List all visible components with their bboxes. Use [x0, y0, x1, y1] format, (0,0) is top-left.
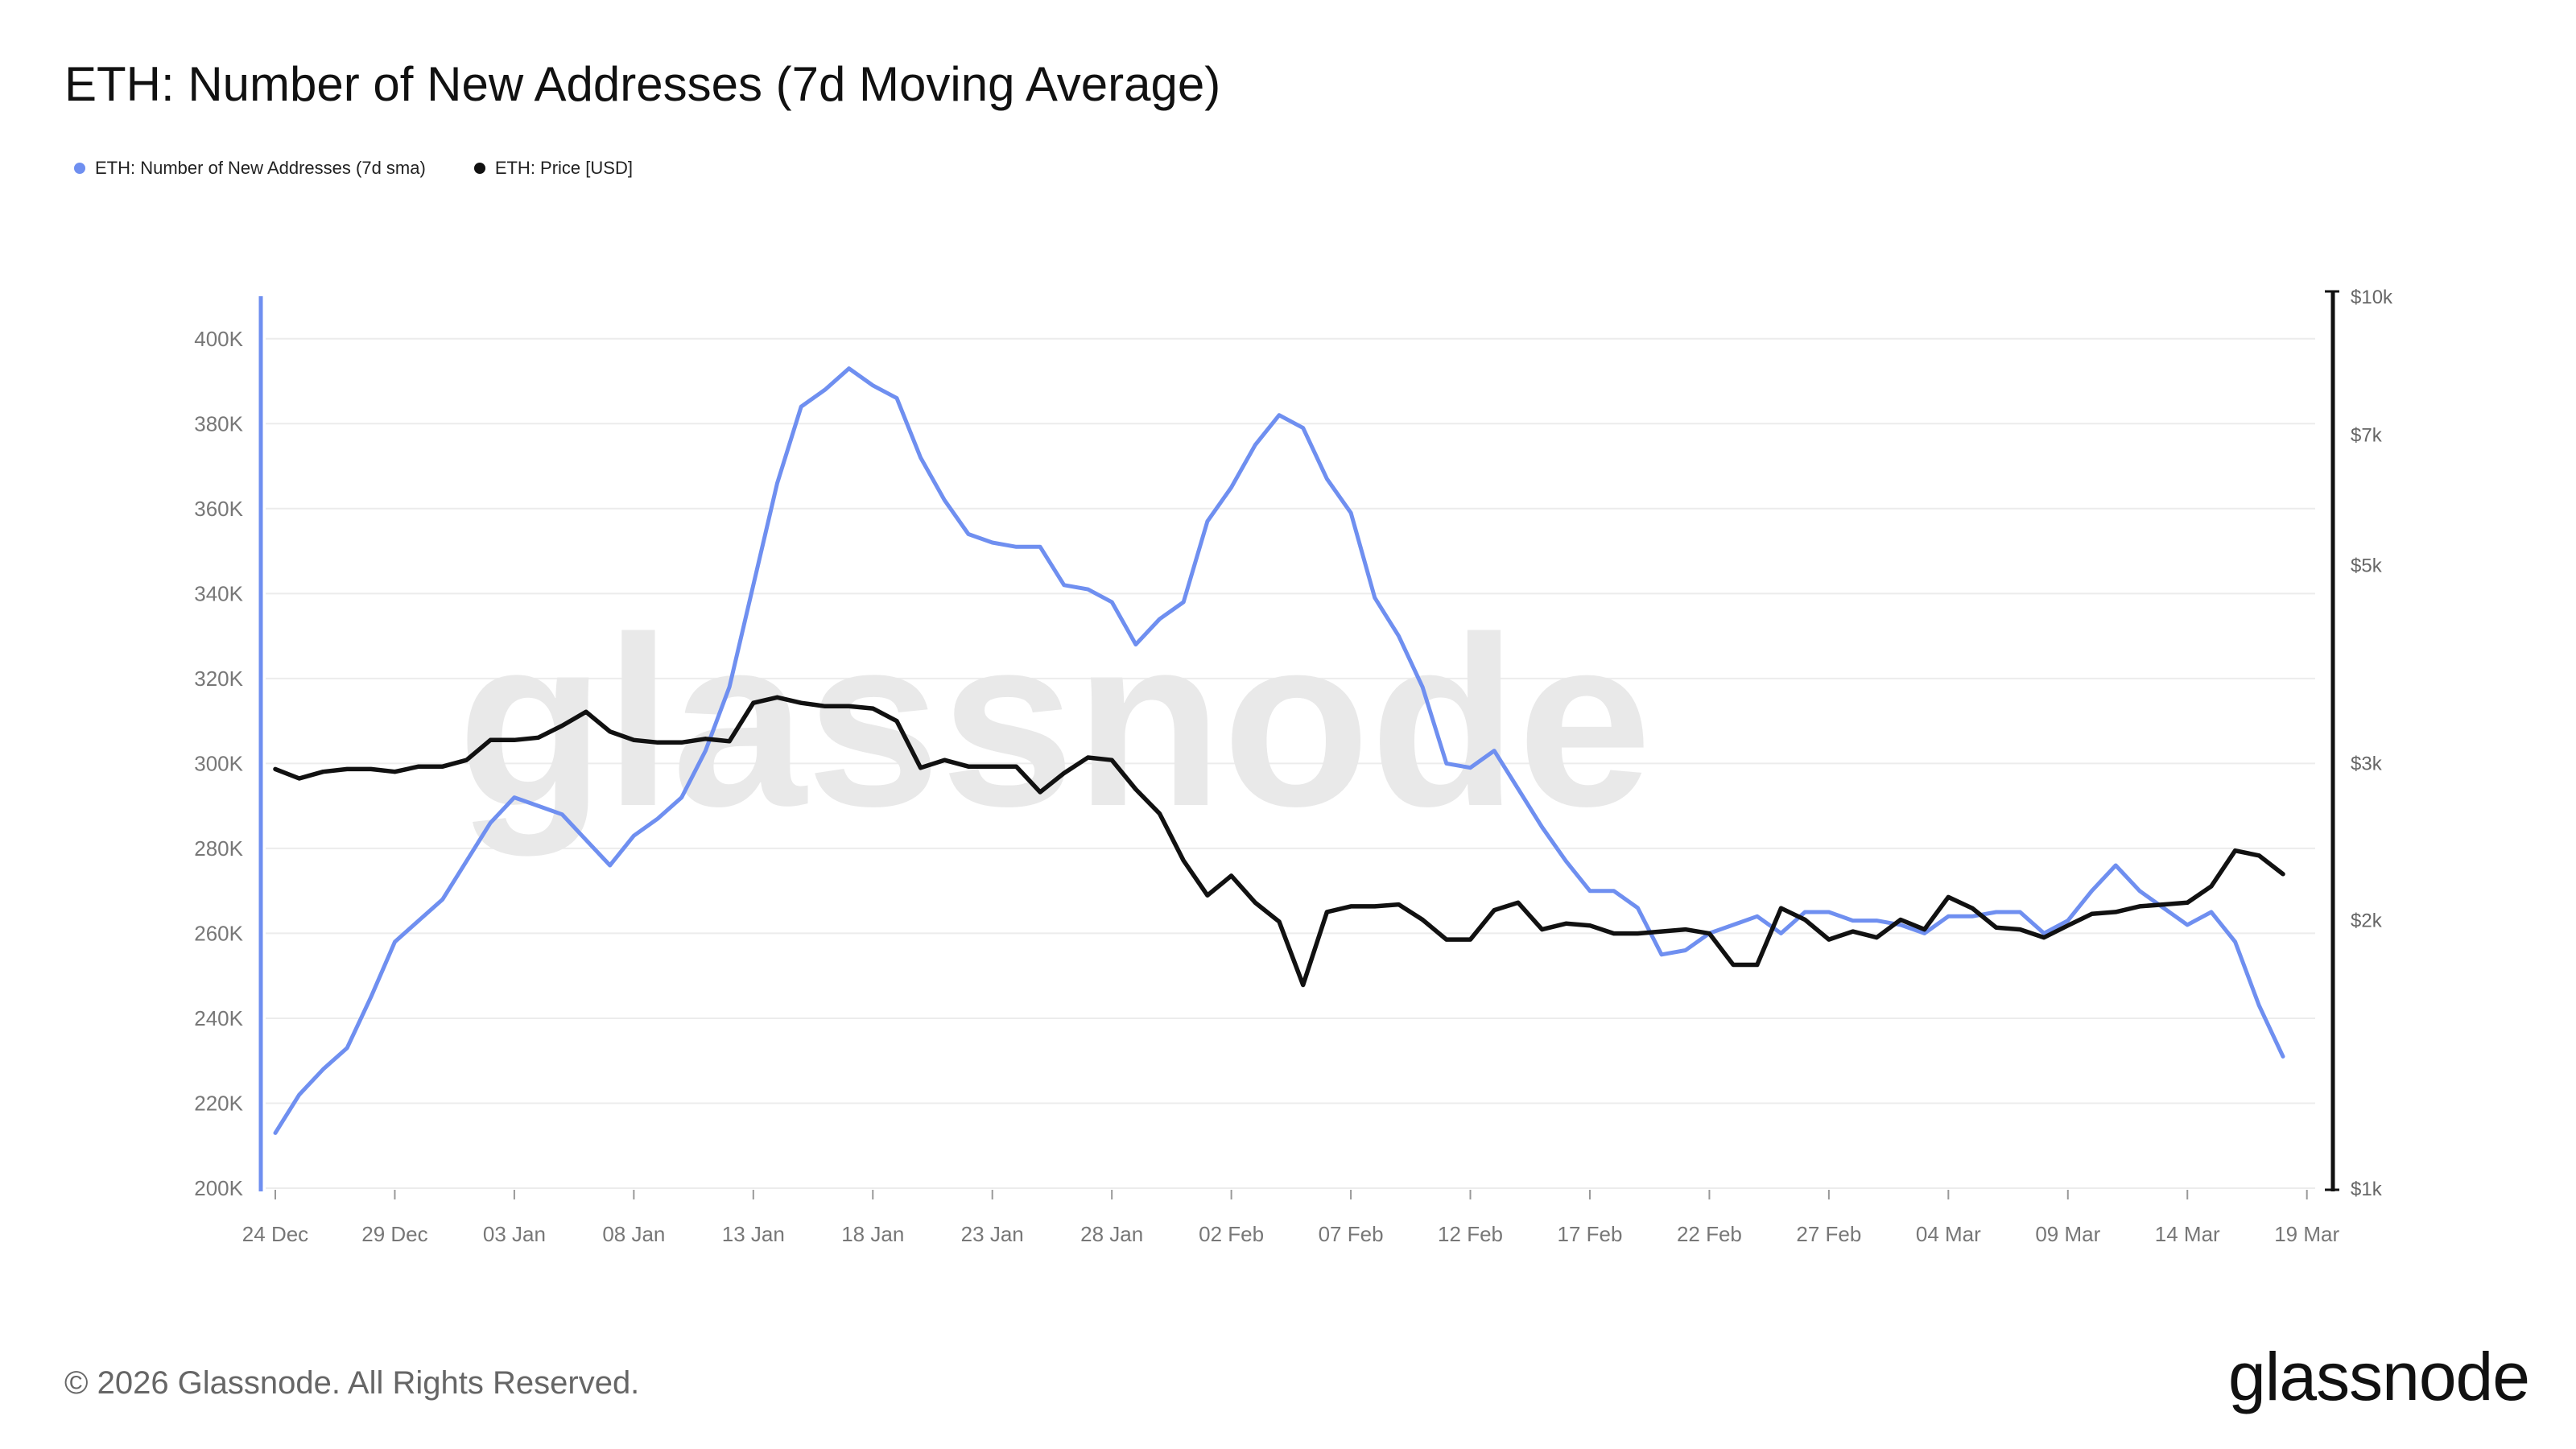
left-tick-label: 200K [194, 1176, 243, 1200]
left-tick-label: 240K [194, 1006, 243, 1030]
grid-lines [266, 337, 2315, 1189]
x-tick-label: 07 Feb [1319, 1222, 1384, 1246]
x-tick-label: 23 Jan [961, 1222, 1024, 1246]
left-tick-label: 380K [194, 411, 243, 436]
legend-item-new-addresses[interactable]: ETH: Number of New Addresses (7d sma) [74, 158, 426, 179]
x-tick-label: 27 Feb [1796, 1222, 1861, 1246]
left-tick-label: 260K [194, 921, 243, 945]
left-tick-label: 360K [194, 497, 243, 521]
x-tick-label: 22 Feb [1677, 1222, 1742, 1246]
series-line-price [273, 695, 2285, 988]
legend: ETH: Number of New Addresses (7d sma) ET… [74, 158, 633, 179]
x-tick-label: 08 Jan [602, 1222, 665, 1246]
right-tick-label: $1k [2351, 1179, 2383, 1200]
left-tick-label: 300K [194, 751, 243, 775]
right-tick-label: $2k [2351, 910, 2383, 931]
legend-dot-new-addresses [74, 163, 85, 174]
legend-dot-price [473, 163, 485, 174]
left-axis-tick-labels: 200K 220K 240K 260K 280K 300K 320K 340K 360K 380K… [194, 327, 243, 1200]
x-tick-label: 17 Feb [1557, 1222, 1622, 1246]
series-lines [273, 366, 2285, 1135]
left-tick-label: 340K [194, 581, 243, 605]
x-tick-label: 14 Mar [2155, 1222, 2220, 1246]
axes [258, 290, 2339, 1191]
x-tick-label: 28 Jan [1080, 1222, 1143, 1246]
x-tick-label: 29 Dec [361, 1222, 427, 1246]
copyright-text: © 2026 Glassnode. All Rights Reserved. [64, 1365, 640, 1401]
glassnode-logo: glassnode [2228, 1339, 2530, 1414]
x-tick-label: 18 Jan [841, 1222, 904, 1246]
right-tick-label: $7k [2351, 425, 2383, 447]
x-tick-label: 12 Feb [1438, 1222, 1503, 1246]
right-tick-label: $10k [2351, 287, 2393, 308]
x-tick-label: 04 Mar [1916, 1222, 1981, 1246]
x-axis-tick-labels: 24 Dec 29 Dec 03 Jan 08 Jan 13 Jan 18 Jan 23 J… [242, 1190, 2339, 1246]
x-tick-label: 19 Mar [2274, 1222, 2339, 1246]
right-axis-tick-labels: $1k $2k $3k $5k $7k $10k [2351, 287, 2393, 1200]
x-tick-label: 03 Jan [483, 1222, 546, 1246]
legend-item-price[interactable]: ETH: Price [USD] [473, 158, 633, 179]
x-tick-label: 24 Dec [242, 1222, 308, 1246]
right-tick-label: $5k [2351, 555, 2383, 577]
chart-title: ETH: Number of New Addresses (7d Moving … [64, 57, 1221, 111]
left-tick-label: 400K [194, 327, 243, 351]
left-tick-label: 320K [194, 667, 243, 691]
x-tick-label: 13 Jan [722, 1222, 785, 1246]
watermark-text: glassnode [457, 586, 1652, 858]
left-tick-label: 280K [194, 836, 243, 861]
x-tick-label: 02 Feb [1199, 1222, 1264, 1246]
right-tick-label: $3k [2351, 753, 2383, 774]
x-tick-label: 09 Mar [2035, 1222, 2100, 1246]
series-line-new-addresses [273, 366, 2285, 1135]
legend-label-price: ETH: Price [USD] [494, 158, 633, 178]
left-tick-label: 220K [194, 1091, 243, 1115]
legend-label-new-addresses: ETH: Number of New Addresses (7d sma) [95, 158, 426, 178]
